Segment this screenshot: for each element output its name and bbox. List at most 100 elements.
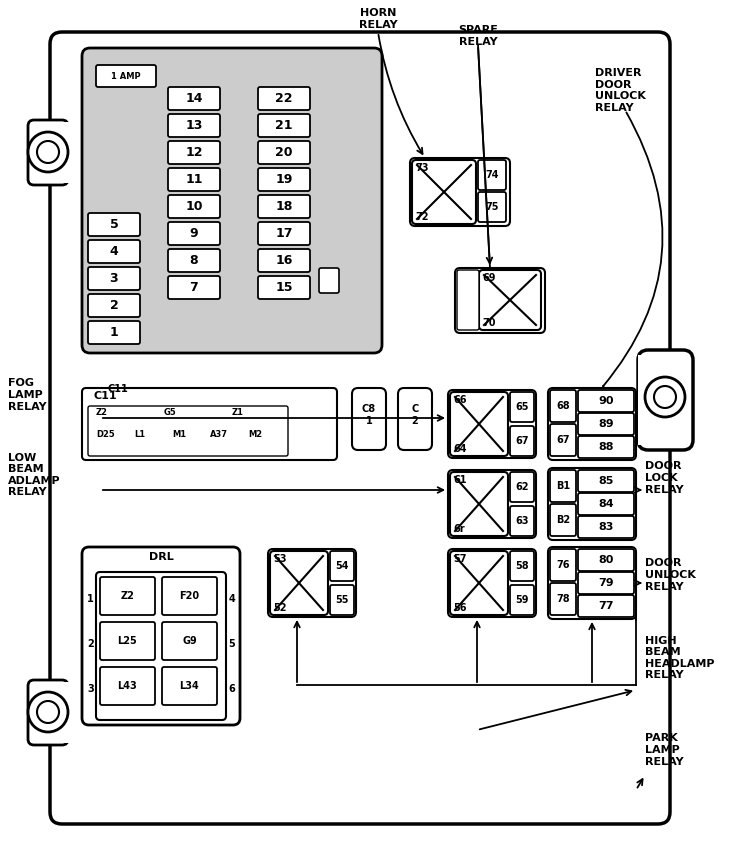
Text: DRIVER
DOOR
UNLOCK
RELAY: DRIVER DOOR UNLOCK RELAY <box>595 68 646 113</box>
Text: 4: 4 <box>110 245 118 258</box>
Text: 10: 10 <box>185 200 202 213</box>
FancyBboxPatch shape <box>82 48 382 353</box>
Text: Z2: Z2 <box>96 408 108 417</box>
Text: 65: 65 <box>515 402 529 412</box>
Text: HORN
RELAY: HORN RELAY <box>358 8 398 30</box>
Text: 61: 61 <box>453 475 466 485</box>
Text: L34: L34 <box>180 681 200 691</box>
FancyBboxPatch shape <box>548 468 636 540</box>
Text: F20: F20 <box>179 591 200 601</box>
Text: 18: 18 <box>275 200 292 213</box>
FancyBboxPatch shape <box>578 516 634 538</box>
Text: G9: G9 <box>182 636 196 646</box>
Text: C8
1: C8 1 <box>362 404 376 426</box>
Text: 76: 76 <box>556 560 570 570</box>
FancyBboxPatch shape <box>330 585 354 615</box>
Text: 66: 66 <box>453 395 466 405</box>
FancyBboxPatch shape <box>88 267 140 290</box>
FancyBboxPatch shape <box>88 294 140 317</box>
Text: Z1: Z1 <box>232 408 244 417</box>
FancyArrowPatch shape <box>603 112 662 386</box>
Text: 6: 6 <box>228 684 235 694</box>
Circle shape <box>37 701 59 723</box>
Text: 56: 56 <box>453 603 466 613</box>
Text: 80: 80 <box>598 555 613 565</box>
Text: 89: 89 <box>598 419 613 429</box>
FancyBboxPatch shape <box>510 426 534 456</box>
FancyBboxPatch shape <box>88 321 140 344</box>
FancyBboxPatch shape <box>550 549 576 581</box>
FancyBboxPatch shape <box>410 158 510 226</box>
Text: C11: C11 <box>94 391 118 401</box>
FancyBboxPatch shape <box>268 549 356 617</box>
Text: 70: 70 <box>482 318 496 328</box>
Text: 58: 58 <box>515 561 529 571</box>
FancyBboxPatch shape <box>258 168 310 191</box>
Text: PARK
LAMP
RELAY: PARK LAMP RELAY <box>645 734 684 767</box>
FancyBboxPatch shape <box>510 472 534 502</box>
Text: L25: L25 <box>118 636 137 646</box>
FancyBboxPatch shape <box>450 472 508 536</box>
Text: 16: 16 <box>275 254 292 267</box>
FancyBboxPatch shape <box>258 87 310 110</box>
Text: 6r: 6r <box>453 524 464 534</box>
FancyBboxPatch shape <box>578 390 634 412</box>
FancyBboxPatch shape <box>578 470 634 492</box>
FancyBboxPatch shape <box>258 114 310 137</box>
FancyBboxPatch shape <box>88 213 140 236</box>
Text: 67: 67 <box>515 436 529 446</box>
FancyBboxPatch shape <box>270 551 328 615</box>
Text: D25: D25 <box>96 430 115 439</box>
Text: A37: A37 <box>210 430 228 439</box>
FancyBboxPatch shape <box>510 585 534 615</box>
FancyBboxPatch shape <box>96 572 226 720</box>
FancyBboxPatch shape <box>319 268 339 293</box>
Text: C11: C11 <box>108 384 129 394</box>
FancyBboxPatch shape <box>578 493 634 515</box>
FancyBboxPatch shape <box>578 413 634 435</box>
Text: 67: 67 <box>556 435 570 445</box>
Text: 13: 13 <box>185 119 202 132</box>
FancyBboxPatch shape <box>162 667 217 705</box>
FancyBboxPatch shape <box>478 192 506 222</box>
Text: 64: 64 <box>453 444 466 454</box>
FancyBboxPatch shape <box>550 390 576 422</box>
Text: G5: G5 <box>164 408 177 417</box>
FancyBboxPatch shape <box>548 547 636 619</box>
Bar <box>50 682 70 743</box>
Bar <box>638 355 668 445</box>
FancyBboxPatch shape <box>550 583 576 615</box>
Text: 52: 52 <box>273 603 286 613</box>
FancyBboxPatch shape <box>168 141 220 164</box>
FancyBboxPatch shape <box>578 549 634 571</box>
FancyBboxPatch shape <box>162 577 217 615</box>
Text: FOG
LAMP
RELAY: FOG LAMP RELAY <box>8 379 46 411</box>
Text: 3: 3 <box>87 684 94 694</box>
Text: 90: 90 <box>598 396 613 406</box>
FancyBboxPatch shape <box>578 595 634 617</box>
Text: 1: 1 <box>87 594 94 604</box>
FancyBboxPatch shape <box>162 622 217 660</box>
FancyBboxPatch shape <box>258 249 310 272</box>
Text: M1: M1 <box>172 430 186 439</box>
Text: 2: 2 <box>110 299 118 312</box>
Text: 2: 2 <box>87 639 94 649</box>
Circle shape <box>28 132 68 172</box>
FancyBboxPatch shape <box>100 622 155 660</box>
FancyBboxPatch shape <box>28 680 68 745</box>
FancyBboxPatch shape <box>258 195 310 218</box>
FancyBboxPatch shape <box>100 577 155 615</box>
Text: 22: 22 <box>275 92 292 105</box>
Text: 12: 12 <box>185 146 202 159</box>
Text: 7: 7 <box>190 281 198 294</box>
FancyBboxPatch shape <box>550 504 576 536</box>
FancyBboxPatch shape <box>550 470 576 502</box>
Text: C
2: C 2 <box>411 404 419 426</box>
FancyBboxPatch shape <box>258 141 310 164</box>
FancyBboxPatch shape <box>168 195 220 218</box>
Text: 11: 11 <box>185 173 202 186</box>
Text: DOOR
LOCK
RELAY: DOOR LOCK RELAY <box>645 462 684 494</box>
Circle shape <box>37 141 59 163</box>
Text: 53: 53 <box>273 554 286 564</box>
FancyBboxPatch shape <box>578 436 634 458</box>
